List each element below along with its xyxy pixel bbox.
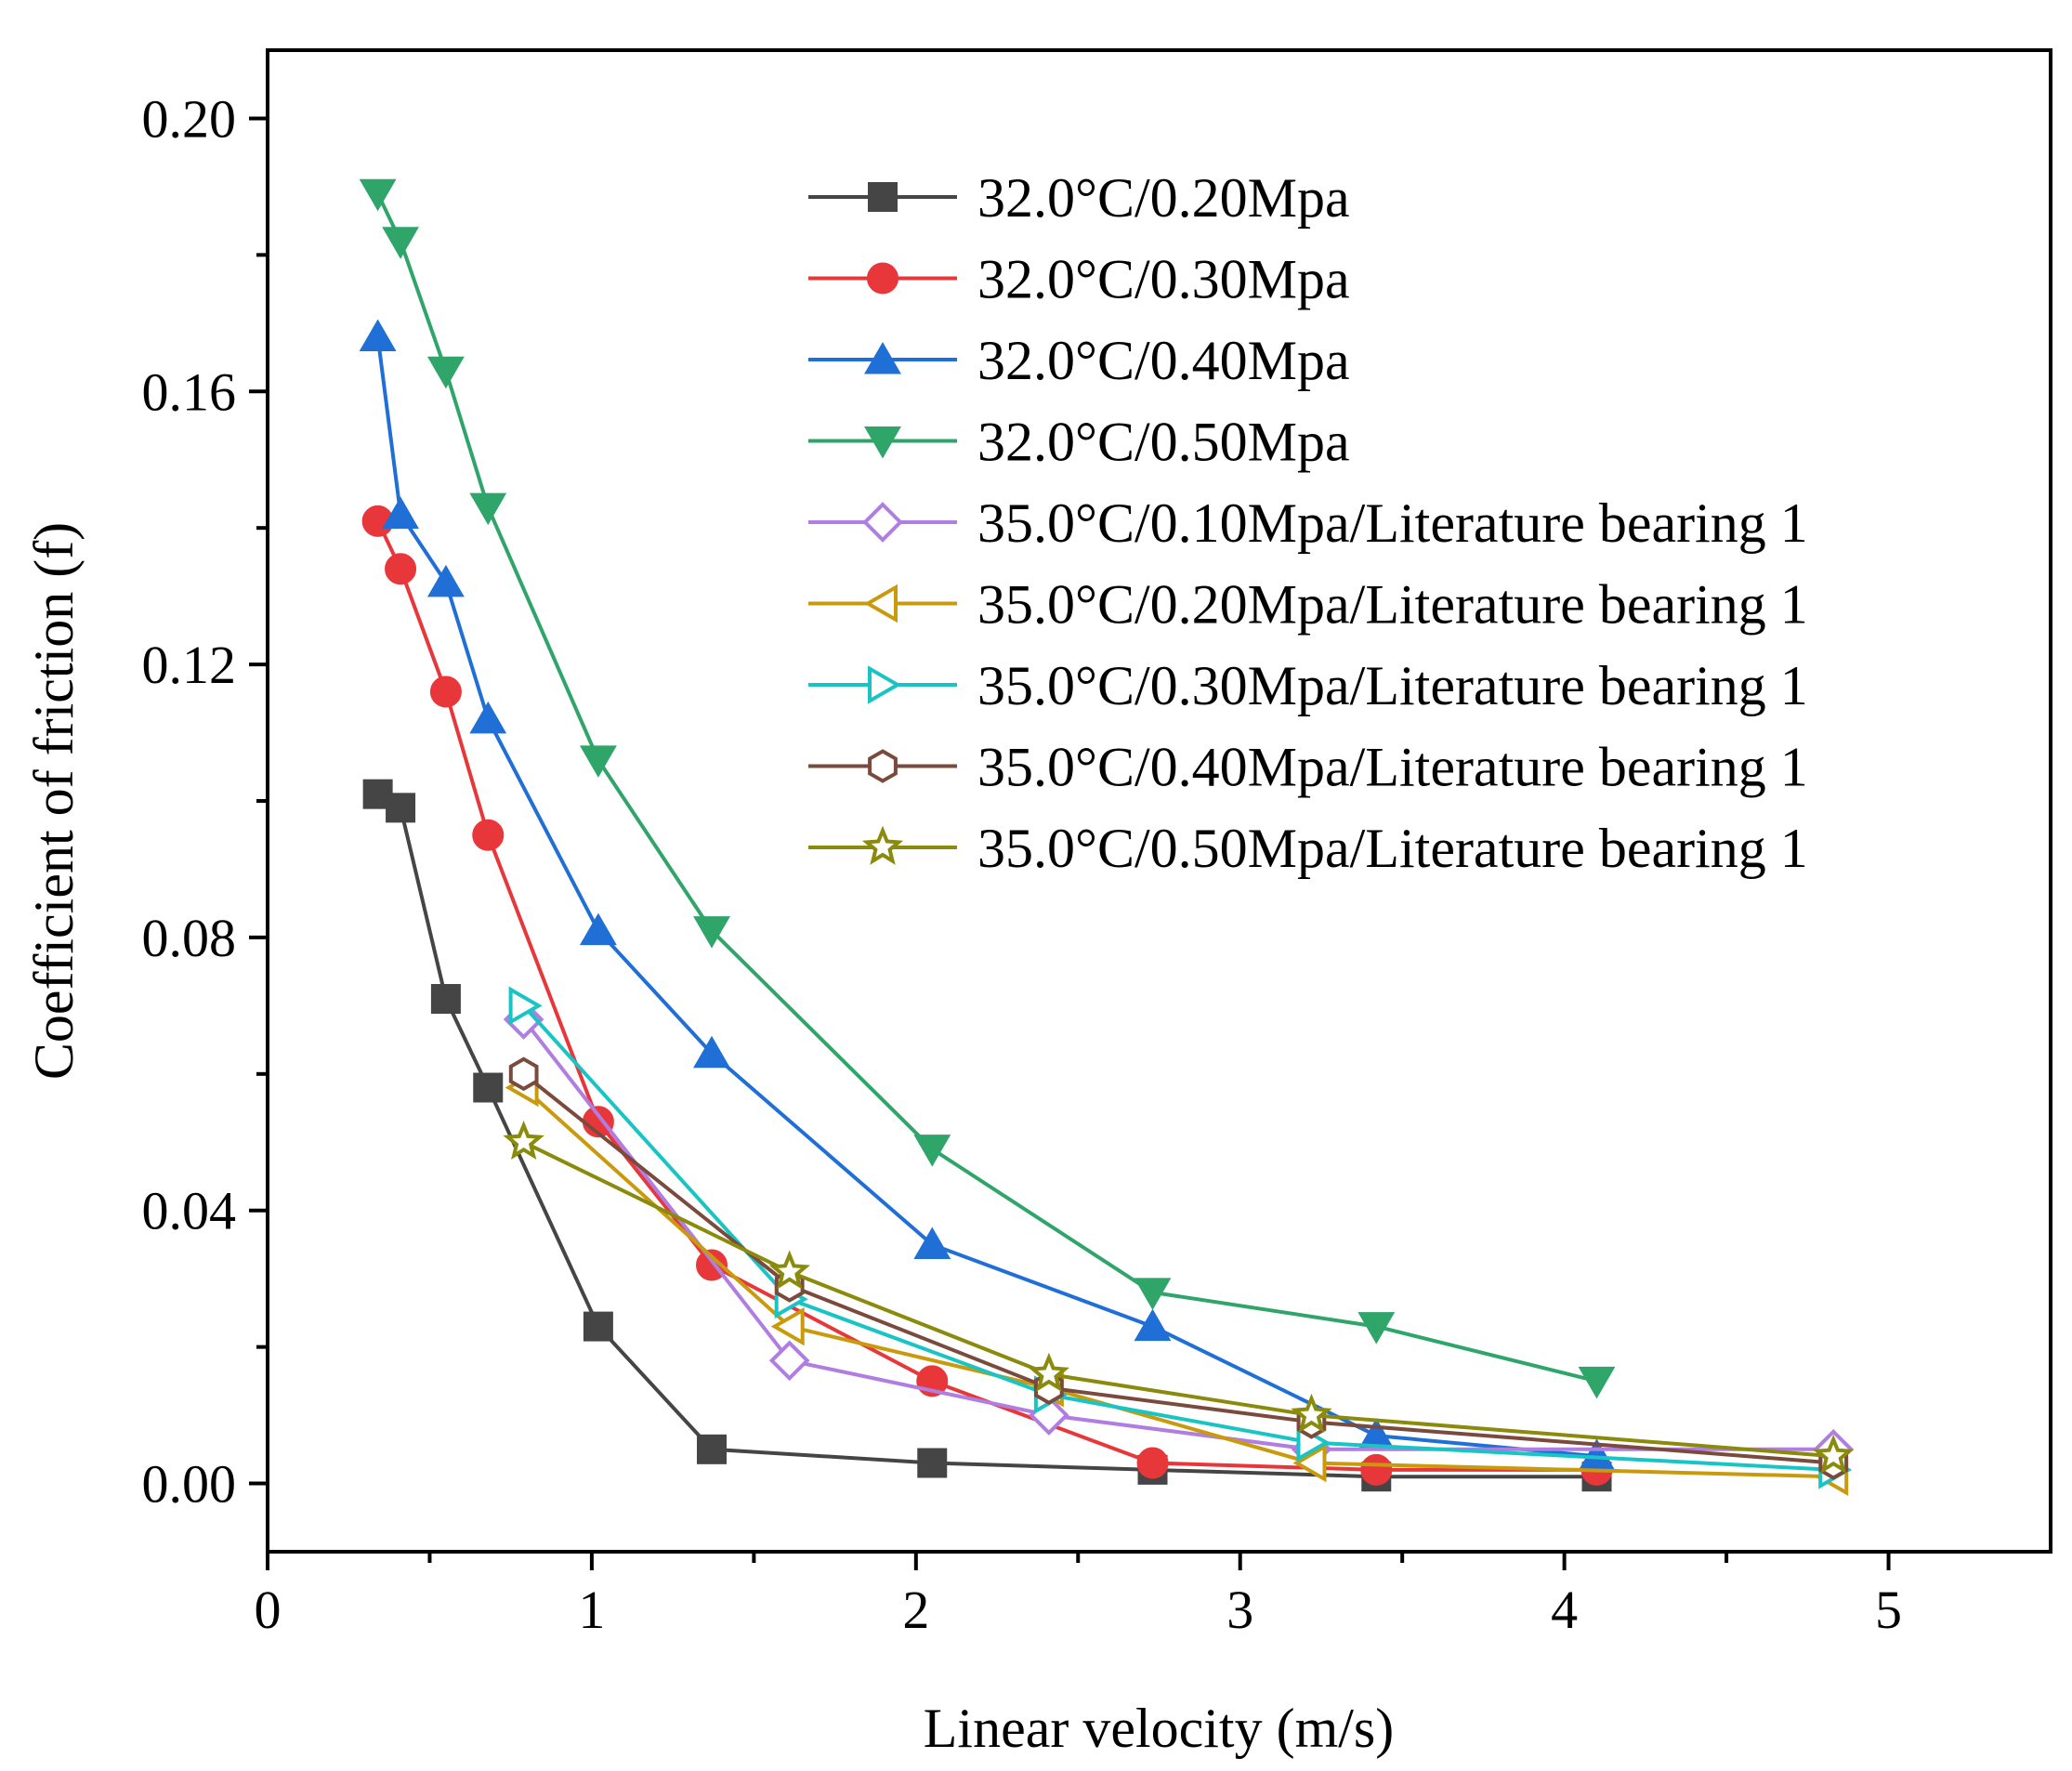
series-line-2 [375, 519, 1597, 1472]
data-point [469, 492, 507, 526]
data-point [1134, 1308, 1172, 1342]
legend-label: 32.0°C/0.40Mpa [977, 330, 1350, 391]
x-tick-label: 5 [1875, 1580, 1902, 1640]
data-point [430, 984, 461, 1015]
data-point [693, 916, 730, 949]
data-point [917, 1448, 948, 1478]
series-line-9 [522, 1140, 1834, 1459]
series-layer [359, 178, 1855, 1496]
legend-item: 32.0°C/0.50Mpa [808, 412, 1350, 473]
data-point [770, 1306, 805, 1346]
legend-marker [861, 825, 904, 865]
data-point [913, 1135, 951, 1167]
data-point [508, 986, 543, 1026]
data-point [1291, 1393, 1332, 1434]
legend-label: 35.0°C/0.50Mpa/Literature bearing 1 [977, 818, 1808, 879]
data-point [1028, 1352, 1070, 1392]
legend-item: 35.0°C/0.40Mpa/Literature bearing 1 [808, 737, 1808, 798]
data-point [426, 564, 465, 597]
axis-ticks: 0 1 2 3 4 5 0.00 0.04 0.08 0.12 0.16 0.20 [142, 88, 1903, 1640]
legend-marker [868, 182, 898, 212]
data-point [359, 178, 397, 212]
series-line-5 [522, 1017, 1834, 1451]
series-9 [503, 1121, 1855, 1474]
data-point [508, 1056, 539, 1092]
data-point [1134, 1278, 1172, 1310]
y-axis-title: Coefficient of friction (f) [23, 522, 85, 1080]
data-point [913, 1227, 951, 1259]
series-1 [362, 779, 1612, 1492]
x-axis-title: Linear velocity (m/s) [924, 1698, 1394, 1759]
data-point [472, 819, 505, 851]
data-point [1357, 1312, 1396, 1345]
legend-label: 32.0°C/0.30Mpa [977, 249, 1350, 310]
legend-label: 35.0°C/0.20Mpa/Literature bearing 1 [977, 574, 1808, 636]
data-point [385, 553, 417, 585]
legend-item: 32.0°C/0.20Mpa [808, 167, 1350, 229]
legend-label: 35.0°C/0.10Mpa/Literature bearing 1 [977, 492, 1808, 554]
legend-label: 35.0°C/0.40Mpa/Literature bearing 1 [977, 737, 1808, 798]
legend-marker [868, 665, 902, 704]
legend-item: 32.0°C/0.40Mpa [808, 330, 1350, 391]
legend-item: 35.0°C/0.50Mpa/Literature bearing 1 [808, 818, 1808, 879]
series-line-1 [376, 792, 1597, 1479]
x-tick-label: 4 [1551, 1580, 1578, 1640]
data-point [1360, 1453, 1393, 1486]
y-tick-label: 0.04 [142, 1181, 237, 1241]
legend-label: 35.0°C/0.30Mpa/Literature bearing 1 [977, 655, 1808, 716]
series-4 [359, 178, 1616, 1399]
legend-marker [864, 426, 901, 459]
data-point [426, 356, 465, 389]
legend-marker [867, 262, 898, 295]
data-point [1292, 1443, 1327, 1483]
data-point [473, 1072, 504, 1103]
series-line-4 [375, 192, 1597, 1384]
data-point [382, 227, 419, 259]
legend-item: 35.0°C/0.20Mpa/Literature bearing 1 [808, 574, 1808, 636]
data-point [583, 1311, 613, 1342]
legend: 32.0°C/0.20Mpa 32.0°C/0.30Mpa 32.0°C/0.40M… [808, 167, 1808, 879]
data-point [697, 1434, 728, 1464]
legend-item: 35.0°C/0.30Mpa/Literature bearing 1 [808, 655, 1808, 716]
x-tick-label: 3 [1226, 1580, 1253, 1640]
y-tick-label: 0.16 [142, 361, 237, 422]
data-point [382, 496, 419, 529]
y-tick-label: 0.08 [142, 908, 237, 968]
data-point [579, 745, 617, 778]
data-point [386, 793, 416, 823]
data-point [503, 1121, 544, 1161]
data-point [768, 1340, 810, 1382]
series-6 [505, 1068, 1849, 1496]
legend-marker [863, 584, 898, 623]
legend-label: 32.0°C/0.50Mpa [977, 412, 1350, 473]
data-point [768, 1250, 810, 1290]
y-tick-label: 0.20 [142, 88, 237, 149]
legend-marker [862, 502, 903, 543]
series-5 [503, 999, 1855, 1470]
y-tick-label: 0.12 [142, 635, 237, 695]
data-point [1813, 1434, 1855, 1474]
data-point [429, 676, 462, 708]
data-point [1578, 1366, 1616, 1399]
x-tick-label: 0 [255, 1580, 282, 1640]
legend-item: 35.0°C/0.10Mpa/Literature bearing 1 [808, 492, 1808, 554]
data-point [1136, 1447, 1169, 1479]
legend-label: 32.0°C/0.20Mpa [977, 167, 1350, 229]
data-point [359, 319, 397, 351]
series-3 [359, 319, 1616, 1471]
data-point [579, 912, 617, 946]
x-tick-label: 2 [902, 1580, 929, 1640]
legend-marker [864, 342, 901, 374]
legend-marker [868, 749, 898, 783]
legend-item: 32.0°C/0.30Mpa [808, 249, 1350, 310]
series-line-3 [375, 336, 1597, 1459]
data-point [693, 1035, 730, 1069]
x-tick-label: 1 [578, 1580, 605, 1640]
data-point [469, 701, 507, 734]
y-tick-label: 0.00 [142, 1454, 237, 1515]
